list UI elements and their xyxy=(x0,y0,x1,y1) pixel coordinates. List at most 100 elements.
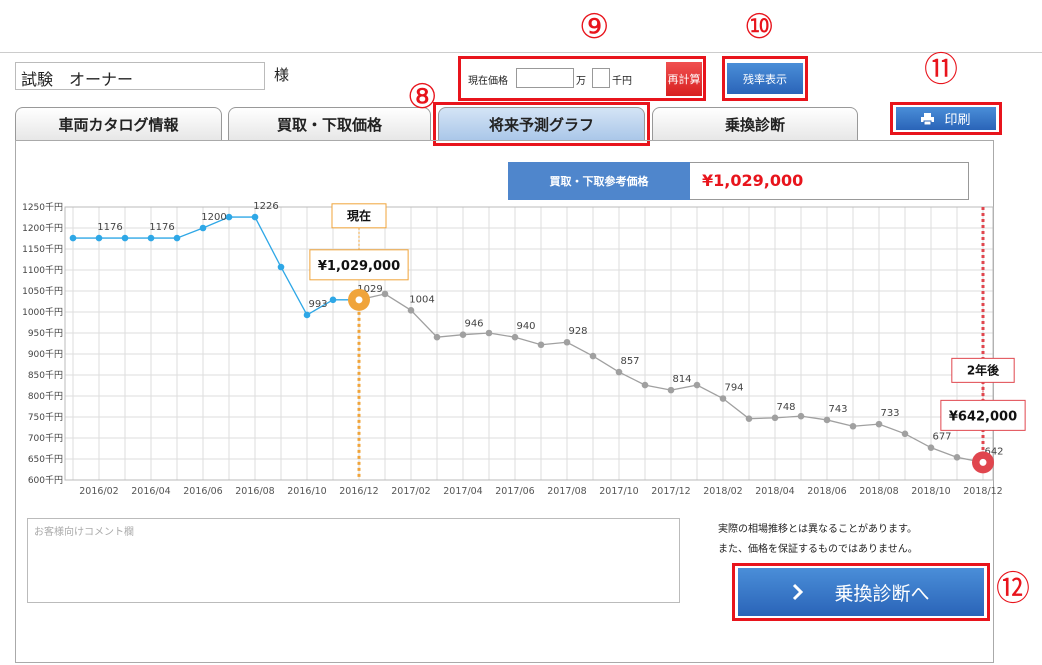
annotation-label: 2年後 xyxy=(967,362,1000,377)
point xyxy=(849,422,857,430)
sen-unit: 千円 xyxy=(612,76,632,87)
point xyxy=(277,263,285,271)
x-tick-label: 2017/06 xyxy=(495,486,534,497)
y-tick-label: 1100千円 xyxy=(22,265,63,276)
point xyxy=(303,311,311,319)
recalc-button[interactable]: 再計算 xyxy=(666,62,702,96)
annotation-marker-center xyxy=(355,296,363,304)
y-tick-label: 650千円 xyxy=(28,454,63,465)
point xyxy=(927,444,935,451)
callout: ⑪ xyxy=(924,50,958,90)
print-icon xyxy=(921,112,935,125)
point xyxy=(875,420,883,428)
point xyxy=(511,333,519,341)
data-label: 1176 xyxy=(97,222,122,233)
past-line xyxy=(73,216,359,316)
point xyxy=(199,224,207,232)
point xyxy=(771,414,779,422)
y-tick-label: 750千円 xyxy=(28,412,63,423)
tab[interactable]: 買取・下取価格 xyxy=(228,107,431,141)
x-tick-label: 2017/04 xyxy=(443,486,482,497)
x-tick-label: 2018/08 xyxy=(859,486,898,497)
owner-input[interactable]: 試験 オーナー xyxy=(15,62,265,90)
x-tick-label: 2016/08 xyxy=(235,486,274,497)
data-label: 748 xyxy=(776,402,795,413)
point xyxy=(563,338,571,346)
point xyxy=(407,307,415,314)
print-label: 印刷 xyxy=(944,113,971,128)
y-tick-label: 1000千円 xyxy=(22,307,63,318)
point xyxy=(667,386,675,394)
tab[interactable]: 乗換診断 xyxy=(652,107,858,141)
callout: ⑩ xyxy=(744,7,775,47)
annotation-label-box xyxy=(951,357,1015,383)
x-tick-label: 2018/12 xyxy=(963,486,1002,497)
next-label: 乗換診断へ xyxy=(834,582,930,605)
chevron xyxy=(793,583,804,601)
note: また、価格を保証するものではありません。 xyxy=(718,544,918,555)
x-tick-label: 2017/12 xyxy=(651,486,690,497)
y-tick-label: 850千円 xyxy=(28,370,63,381)
data-label: 642 xyxy=(984,446,1003,457)
point xyxy=(69,234,77,242)
man-unit: 万 xyxy=(576,76,586,87)
comment-box[interactable]: お客様向けコメント欄 xyxy=(27,518,680,603)
data-label: 1176 xyxy=(149,222,174,233)
annotation-marker-center xyxy=(979,458,987,466)
data-label: 794 xyxy=(724,383,743,394)
point xyxy=(225,213,233,221)
annotation-label: 現在 xyxy=(347,208,371,223)
point xyxy=(823,416,831,424)
x-tick-label: 2016/10 xyxy=(287,486,326,497)
point xyxy=(251,213,259,221)
point xyxy=(745,415,753,422)
callout: ⑫ xyxy=(996,569,1030,609)
next-button[interactable]: 乗換診断へ xyxy=(738,568,984,616)
price-label: 現在価格 xyxy=(468,76,508,87)
point xyxy=(173,234,181,242)
plot-border xyxy=(64,206,994,481)
point xyxy=(719,395,727,402)
tab-active[interactable]: 将来予測グラフ xyxy=(438,107,645,141)
print-button[interactable]: 印刷 xyxy=(896,107,996,130)
data-label: 677 xyxy=(932,432,951,443)
x-tick-label: 2018/10 xyxy=(911,486,950,497)
annotation-label-box xyxy=(331,203,387,229)
annotation-value-box xyxy=(309,249,409,281)
data-label: 1226 xyxy=(253,201,278,212)
rate-button[interactable]: 残率表示 xyxy=(727,63,803,94)
x-tick-label: 2017/02 xyxy=(391,486,430,497)
data-label: 940 xyxy=(516,321,535,332)
y-tick-label: 600千円 xyxy=(28,475,63,486)
point xyxy=(693,381,701,389)
x-tick-label: 2018/02 xyxy=(703,486,742,497)
point xyxy=(797,412,805,420)
sen-input[interactable] xyxy=(592,68,610,88)
point xyxy=(537,341,545,349)
top-rule xyxy=(0,52,1042,53)
x-tick-label: 2016/02 xyxy=(79,486,118,497)
y-tick-label: 800千円 xyxy=(28,391,63,402)
point xyxy=(329,296,337,304)
data-label: 743 xyxy=(828,404,847,415)
point xyxy=(381,290,389,298)
honorific: 様 xyxy=(274,66,290,84)
y-tick-label: 1150千円 xyxy=(22,244,63,255)
point xyxy=(485,329,493,337)
data-label: 1004 xyxy=(409,294,434,305)
annotation-value-box xyxy=(940,399,1026,431)
man-input[interactable] xyxy=(516,68,574,88)
point xyxy=(147,234,155,242)
point xyxy=(433,333,441,341)
note: 実際の相場推移とは異なることがあります。 xyxy=(718,524,917,535)
point xyxy=(615,368,623,376)
tab[interactable]: 車両カタログ情報 xyxy=(15,107,222,141)
x-tick-label: 2018/06 xyxy=(807,486,846,497)
x-tick-label: 2018/04 xyxy=(755,486,794,497)
y-tick-label: 900千円 xyxy=(28,349,63,360)
x-tick-label: 2017/08 xyxy=(547,486,586,497)
y-tick-label: 950千円 xyxy=(28,328,63,339)
data-label: 946 xyxy=(464,319,483,330)
highlight-10 xyxy=(722,56,808,101)
